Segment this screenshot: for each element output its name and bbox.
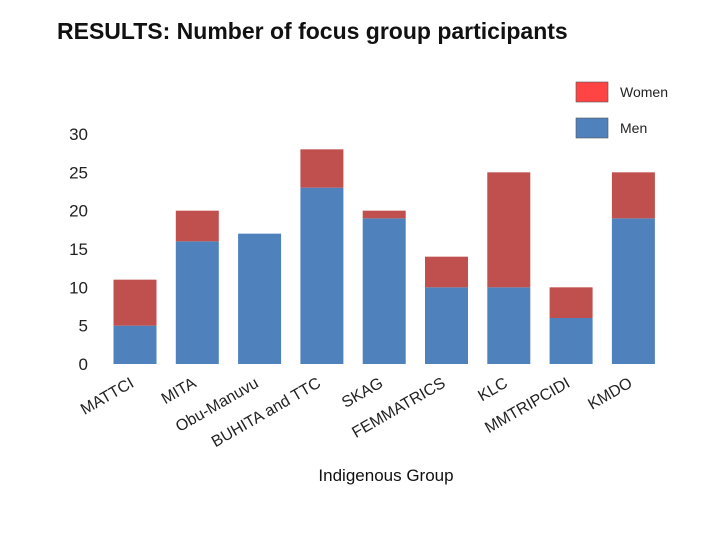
y-tick-label: 5 xyxy=(79,317,88,336)
y-tick-label: 30 xyxy=(69,125,88,144)
bar-men xyxy=(300,187,344,364)
bar-men xyxy=(113,325,157,364)
bar-men xyxy=(487,287,531,364)
bar-women xyxy=(611,172,655,219)
legend: Women Men xyxy=(575,81,668,139)
bars xyxy=(113,149,655,364)
x-tick-label: MITA xyxy=(159,375,200,408)
bar-women xyxy=(549,287,593,318)
y-tick-label: 20 xyxy=(69,202,88,221)
x-tick-label: KMDO xyxy=(585,375,635,414)
x-axis-title: Indigenous Group xyxy=(318,466,453,485)
bar-men xyxy=(611,218,655,364)
y-tick-label: 0 xyxy=(79,355,88,374)
bar-women xyxy=(113,279,157,326)
x-tick-label: SKAG xyxy=(339,375,386,412)
legend-swatch-men xyxy=(575,117,609,139)
bar-women xyxy=(362,210,406,219)
page-title: RESULTS: Number of focus group participa… xyxy=(57,18,568,44)
legend-swatch-women xyxy=(575,81,609,103)
y-tick-label: 10 xyxy=(69,278,88,297)
y-axis: 0 5 10 15 20 25 30 xyxy=(69,125,88,374)
y-tick-label: 15 xyxy=(69,240,88,259)
bar-men xyxy=(175,241,219,364)
legend-label-women: Women xyxy=(620,84,668,100)
bar-women xyxy=(175,210,219,242)
x-tick-label: KLC xyxy=(475,375,510,405)
x-tick-label: BUHITA and TTC xyxy=(209,375,324,451)
bar-women xyxy=(425,256,468,288)
x-tick-label: MATTCI xyxy=(78,375,137,419)
bar-men xyxy=(362,218,406,364)
bar-men xyxy=(238,233,282,364)
bar-women xyxy=(487,172,531,288)
bar-men xyxy=(425,287,468,364)
bar-women xyxy=(300,149,344,188)
bar-men xyxy=(549,318,593,364)
legend-label-men: Men xyxy=(620,120,647,136)
y-tick-label: 25 xyxy=(69,163,88,182)
